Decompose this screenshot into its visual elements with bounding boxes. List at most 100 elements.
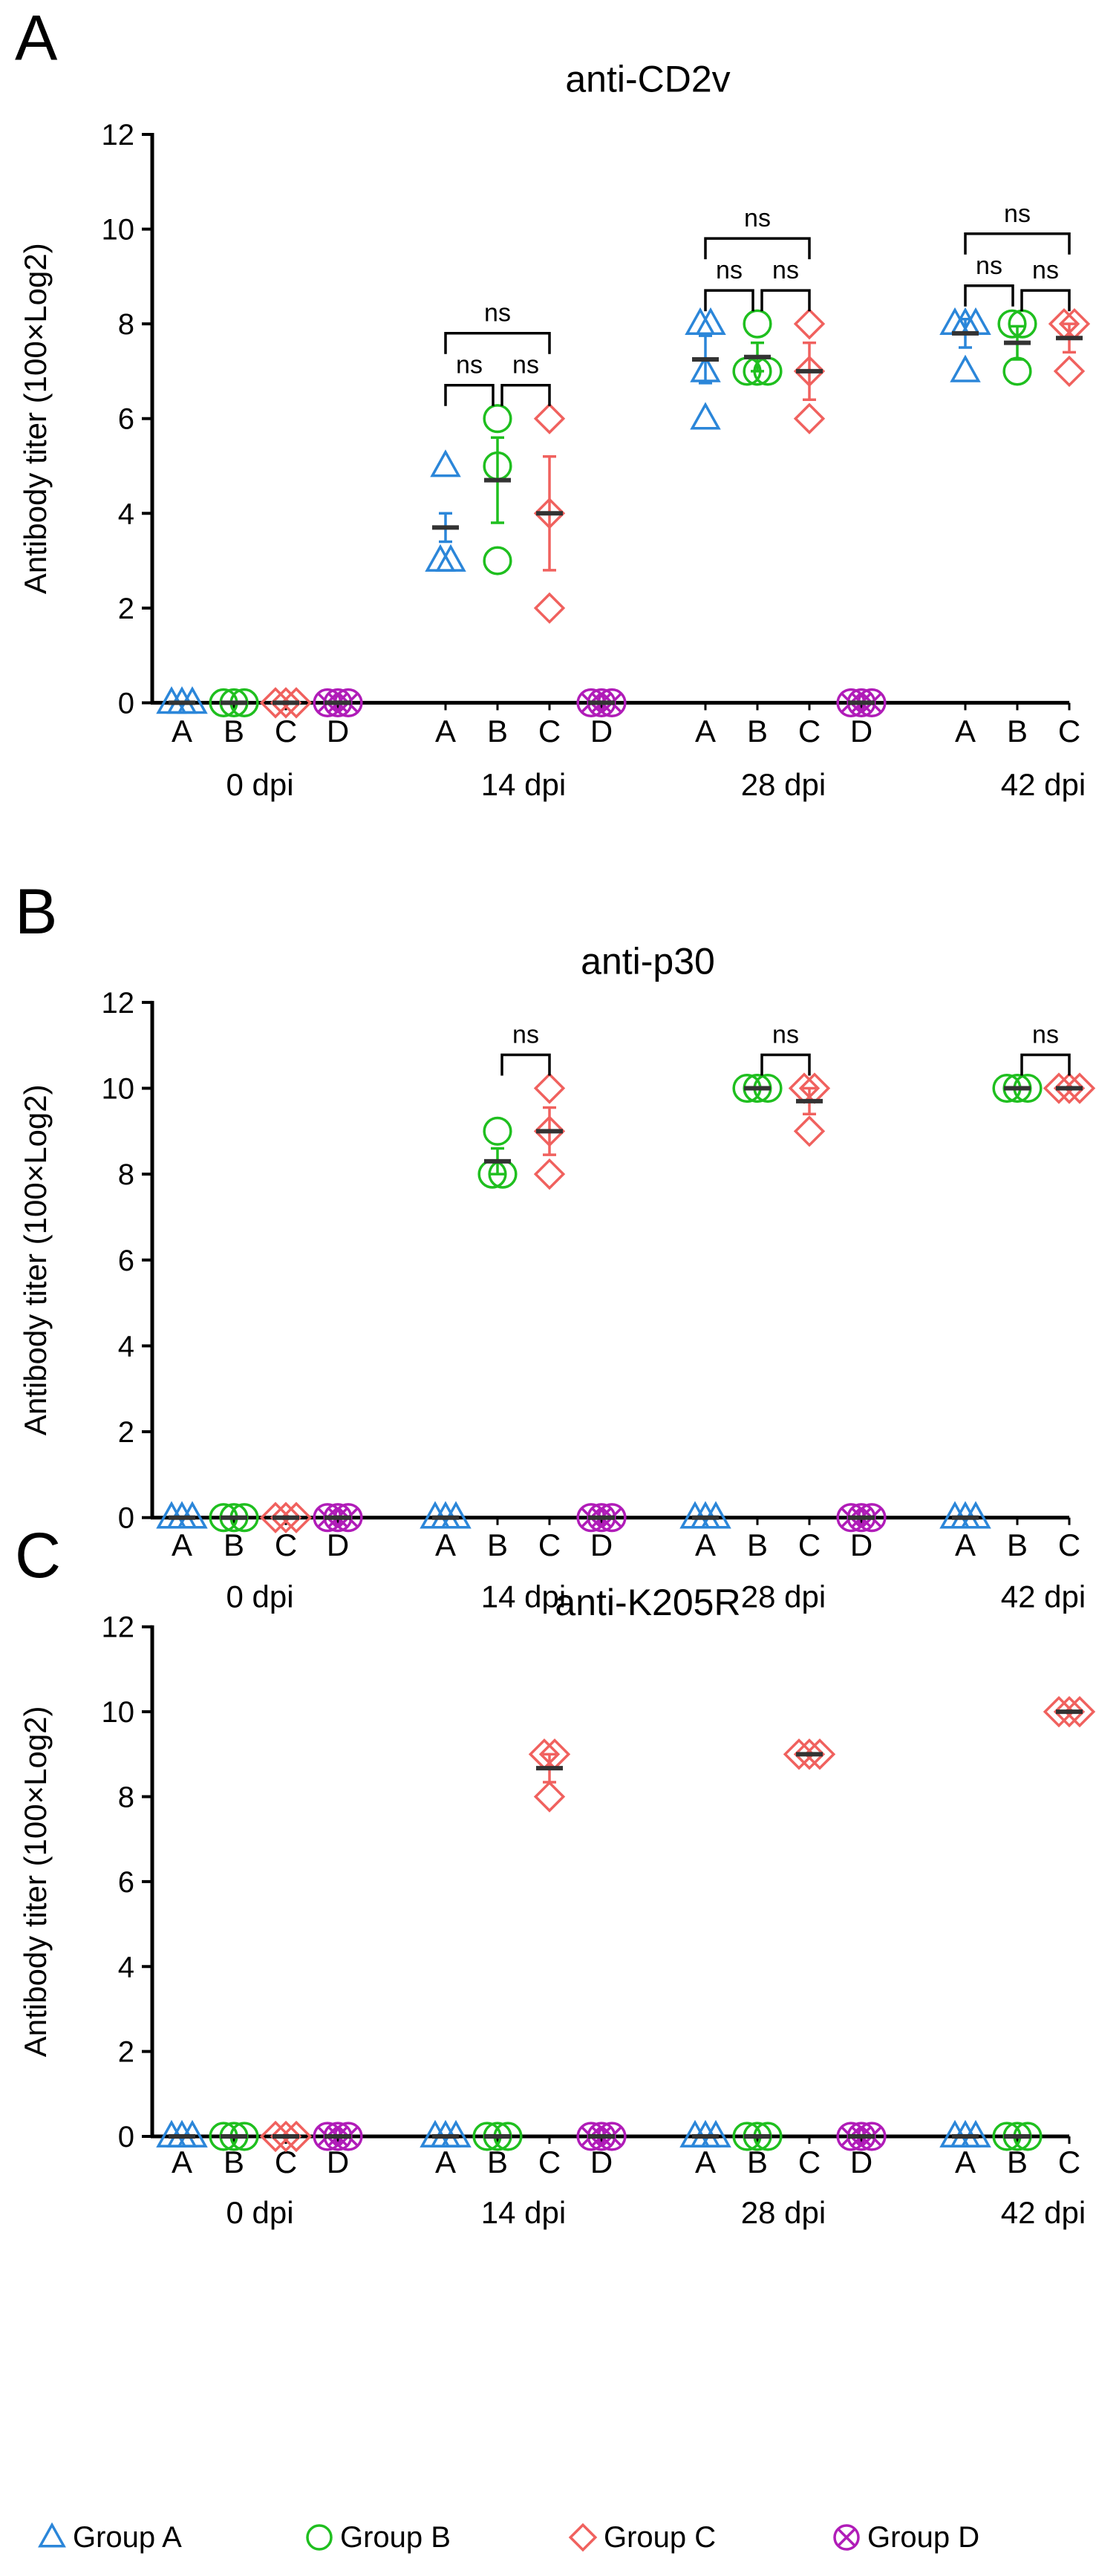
circle-icon <box>306 2524 333 2551</box>
x-tick-label: B <box>1007 714 1028 749</box>
x-tick-label: C <box>798 2145 821 2179</box>
group-label: 0 dpi <box>226 767 293 802</box>
data-point <box>1002 356 1032 386</box>
group-label: 14 dpi <box>481 1579 566 1614</box>
y-axis-label: Antibody titer (100×Log2) <box>18 1084 53 1435</box>
data-point <box>1043 1072 1075 1104</box>
x-tick-label: C <box>1058 714 1080 749</box>
legend-item-c: Group C <box>568 2521 716 2554</box>
data-point <box>1043 1695 1075 1728</box>
data-point <box>1053 1695 1086 1728</box>
x-tick-label: D <box>590 714 613 749</box>
group-label: 42 dpi <box>1001 767 1086 802</box>
y-tick-label: 2 <box>118 1416 134 1449</box>
group-label: 14 dpi <box>481 2195 566 2230</box>
x-tick-label: A <box>695 1527 716 1562</box>
group-label: 28 dpi <box>741 2195 826 2230</box>
y-tick-label: 4 <box>118 1951 134 1983</box>
significance-bracket <box>760 1053 811 1076</box>
significance-bracket <box>1020 289 1071 312</box>
x-tick-label: A <box>435 2145 456 2179</box>
significance-label: ns <box>512 351 539 379</box>
x-tick-label: B <box>747 714 768 749</box>
data-point <box>430 449 461 477</box>
diamond-icon <box>568 2523 598 2552</box>
group-label: 42 dpi <box>1001 2195 1086 2230</box>
x-tick-label: C <box>538 714 561 749</box>
legend-label: Group A <box>73 2521 182 2554</box>
y-tick-label: 10 <box>102 214 135 247</box>
data-point <box>743 309 772 339</box>
x-tick-label: D <box>590 1527 613 1562</box>
x-tick-label: B <box>1007 1527 1028 1562</box>
data-point <box>1053 1072 1086 1104</box>
significance-bracket <box>444 331 551 354</box>
y-tick-label: 6 <box>118 403 134 436</box>
data-point <box>793 1738 826 1770</box>
x-tick-label: A <box>955 2145 976 2179</box>
group-label: 28 dpi <box>741 1579 826 1614</box>
legend-item-d: Group D <box>833 2521 979 2554</box>
significance-bracket <box>444 383 495 406</box>
data-point <box>695 307 726 335</box>
significance-bracket <box>964 284 1014 307</box>
significance-label: ns <box>772 256 799 284</box>
significance-label: ns <box>1032 256 1059 284</box>
y-tick-label: 2 <box>118 2036 134 2069</box>
y-tick-label: 6 <box>118 1866 134 1899</box>
significance-label: ns <box>456 351 483 379</box>
data-point <box>280 2120 313 2153</box>
data-point <box>793 307 826 340</box>
data-point <box>533 592 566 625</box>
x-tick-label: C <box>798 714 821 749</box>
group-label: 42 dpi <box>1001 1579 1086 1614</box>
x-tick-label: B <box>487 714 508 749</box>
significance-bracket <box>704 237 811 260</box>
data-point <box>280 1501 313 1533</box>
x-tick-label: C <box>538 1527 561 1562</box>
data-point <box>1063 1072 1096 1104</box>
y-tick-label: 8 <box>118 1781 134 1814</box>
y-tick-label: 0 <box>118 1502 134 1535</box>
x-tick-label: B <box>487 1527 508 1562</box>
data-point <box>783 1738 815 1770</box>
x-tick-label: D <box>850 1527 872 1562</box>
x-tick-label: A <box>172 714 192 749</box>
y-tick-label: 8 <box>118 1158 134 1191</box>
x-tick-label: C <box>538 2145 561 2179</box>
data-point <box>270 687 302 719</box>
x-tick-label: A <box>435 1527 456 1562</box>
significance-label: ns <box>1004 200 1031 228</box>
x-tick-label: B <box>224 714 244 749</box>
y-tick-label: 12 <box>102 987 135 1020</box>
y-tick-label: 10 <box>102 1696 135 1729</box>
significance-label: ns <box>976 252 1002 280</box>
data-point <box>997 309 1027 339</box>
significance-bracket <box>964 232 1071 255</box>
legend-item-b: Group B <box>306 2521 451 2554</box>
group-label: 0 dpi <box>226 1579 293 1614</box>
data-point <box>270 2120 302 2153</box>
data-point <box>259 687 292 719</box>
x-tick-label: C <box>1058 1527 1080 1562</box>
data-point <box>259 2120 292 2153</box>
data-point <box>483 546 512 575</box>
data-point <box>435 544 466 572</box>
x-tick-label: A <box>695 714 716 749</box>
significance-label: ns <box>772 1021 799 1049</box>
data-point <box>690 402 721 430</box>
group-label: 0 dpi <box>226 2195 293 2230</box>
group-label: 28 dpi <box>741 767 826 802</box>
group-label: 14 dpi <box>481 767 566 802</box>
data-point <box>280 687 313 719</box>
panel-letter: B <box>15 876 57 948</box>
y-tick-label: 6 <box>118 1245 134 1277</box>
panel-letter: C <box>15 1520 61 1591</box>
data-point <box>483 404 512 434</box>
triangle-icon <box>38 2522 66 2548</box>
y-tick-label: 0 <box>118 2121 134 2153</box>
